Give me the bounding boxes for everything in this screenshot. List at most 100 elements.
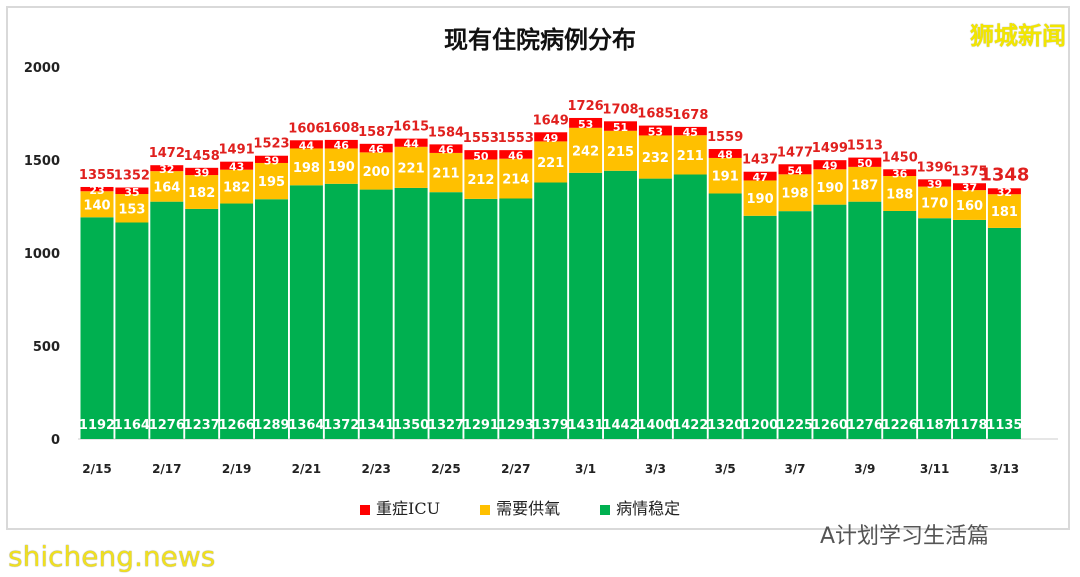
total-label: 1348: [979, 164, 1029, 185]
bar-segment: [883, 210, 917, 439]
bar-segment: [220, 203, 254, 439]
data-label: 211: [432, 167, 459, 182]
y-tick-label: 1500: [24, 154, 60, 169]
bar-segment: [359, 189, 393, 439]
data-label: 1400: [637, 418, 673, 433]
x-tick-label: 2/15: [82, 462, 111, 476]
total-label: 1355: [79, 168, 115, 183]
total-label: 1584: [428, 125, 464, 140]
data-label: 1266: [219, 418, 255, 433]
bar-segment: [813, 204, 847, 439]
data-label: 36: [892, 168, 908, 181]
bar-segment: [220, 169, 254, 204]
bar-segment: [638, 178, 672, 439]
data-label: 1293: [498, 418, 534, 433]
bar-segment: [429, 192, 463, 439]
bar-segment: [220, 161, 254, 170]
total-label: 1513: [847, 139, 883, 154]
data-label: 198: [293, 161, 320, 176]
x-tick-label: 3/7: [784, 462, 805, 476]
data-label: 39: [927, 178, 942, 191]
bar-segment: [534, 141, 568, 183]
bar-segment: [324, 139, 358, 149]
data-label: 23: [89, 184, 104, 197]
bar-segment: [185, 167, 219, 176]
total-label: 1649: [533, 113, 569, 128]
bar-segment: [534, 182, 568, 440]
data-label: 49: [822, 160, 837, 173]
bar-segment: [499, 150, 533, 159]
data-label: 1431: [568, 418, 604, 433]
total-label: 1553: [463, 131, 499, 146]
bar-segment: [185, 175, 219, 209]
bar-segment: [848, 157, 882, 167]
data-label: 50: [473, 150, 489, 163]
total-label: 1491: [219, 143, 255, 158]
data-label: 46: [508, 149, 524, 162]
x-tick-label: 2/21: [292, 462, 321, 476]
bar-segment: [953, 190, 986, 220]
bar-segment: [708, 149, 742, 158]
total-label: 1523: [253, 137, 289, 152]
legend-item-oxygen: 需要供氧: [480, 495, 560, 519]
watermark-source: shicheng.news: [8, 540, 216, 573]
data-label: 1291: [463, 418, 499, 433]
data-label: 212: [467, 173, 494, 188]
bar-segment: [324, 148, 358, 184]
bar-segment: [359, 152, 393, 190]
bar-segment: [569, 172, 603, 440]
bar-segment: [743, 171, 777, 181]
bar-segment: [953, 219, 986, 439]
bar-segment: [708, 157, 742, 194]
total-label: 1472: [149, 146, 185, 161]
logo: 狮城新闻: [970, 22, 1066, 50]
data-label: 190: [816, 181, 843, 196]
data-label: 1350: [393, 418, 429, 433]
bar-segment: [987, 194, 1021, 228]
bar-segment: [359, 143, 393, 153]
total-label: 1499: [812, 141, 848, 156]
bar-segment: [115, 222, 149, 439]
data-label: 48: [718, 148, 733, 161]
bar-segment: [80, 186, 114, 192]
data-label: 215: [607, 145, 634, 160]
data-label: 221: [537, 156, 564, 171]
data-label: 1260: [812, 418, 848, 433]
data-label: 1327: [428, 418, 464, 433]
data-label: 182: [188, 186, 215, 201]
data-label: 160: [956, 199, 983, 214]
bar-segment: [115, 187, 149, 195]
chart-title: 现有住院病例分布: [444, 26, 636, 54]
data-label: 32: [997, 186, 1012, 199]
data-label: 46: [369, 143, 385, 156]
x-tick-label: 3/9: [854, 462, 875, 476]
data-label: 53: [648, 126, 663, 139]
bar-segment: [778, 164, 812, 175]
total-label: 1375: [951, 164, 987, 179]
x-tick-label: 3/11: [920, 462, 949, 476]
bar-segment: [394, 138, 428, 147]
watermark-account: A计划学习生活篇: [820, 524, 990, 549]
bar-segment: [883, 169, 917, 176]
total-label: 1615: [393, 120, 429, 135]
data-label: 1276: [847, 418, 883, 433]
data-label: 1135: [986, 418, 1022, 433]
bar-segment: [289, 185, 323, 439]
bar-segment: [778, 174, 812, 212]
bar-segment: [499, 198, 533, 439]
data-label: 1237: [184, 418, 220, 433]
data-label: 51: [613, 121, 628, 134]
total-label: 1608: [323, 121, 359, 136]
data-label: 1187: [917, 418, 953, 433]
data-label: 153: [118, 202, 145, 217]
bar-segment: [987, 227, 1021, 439]
bar-segment: [638, 125, 672, 136]
x-tick-label: 3/3: [645, 462, 666, 476]
bar-segment: [185, 208, 219, 439]
bar-segment: [464, 150, 498, 160]
data-label: 198: [781, 187, 808, 202]
bar-segment: [743, 215, 777, 439]
data-label: 1372: [323, 418, 359, 433]
data-label: 43: [229, 161, 244, 174]
total-label: 1437: [742, 153, 778, 168]
